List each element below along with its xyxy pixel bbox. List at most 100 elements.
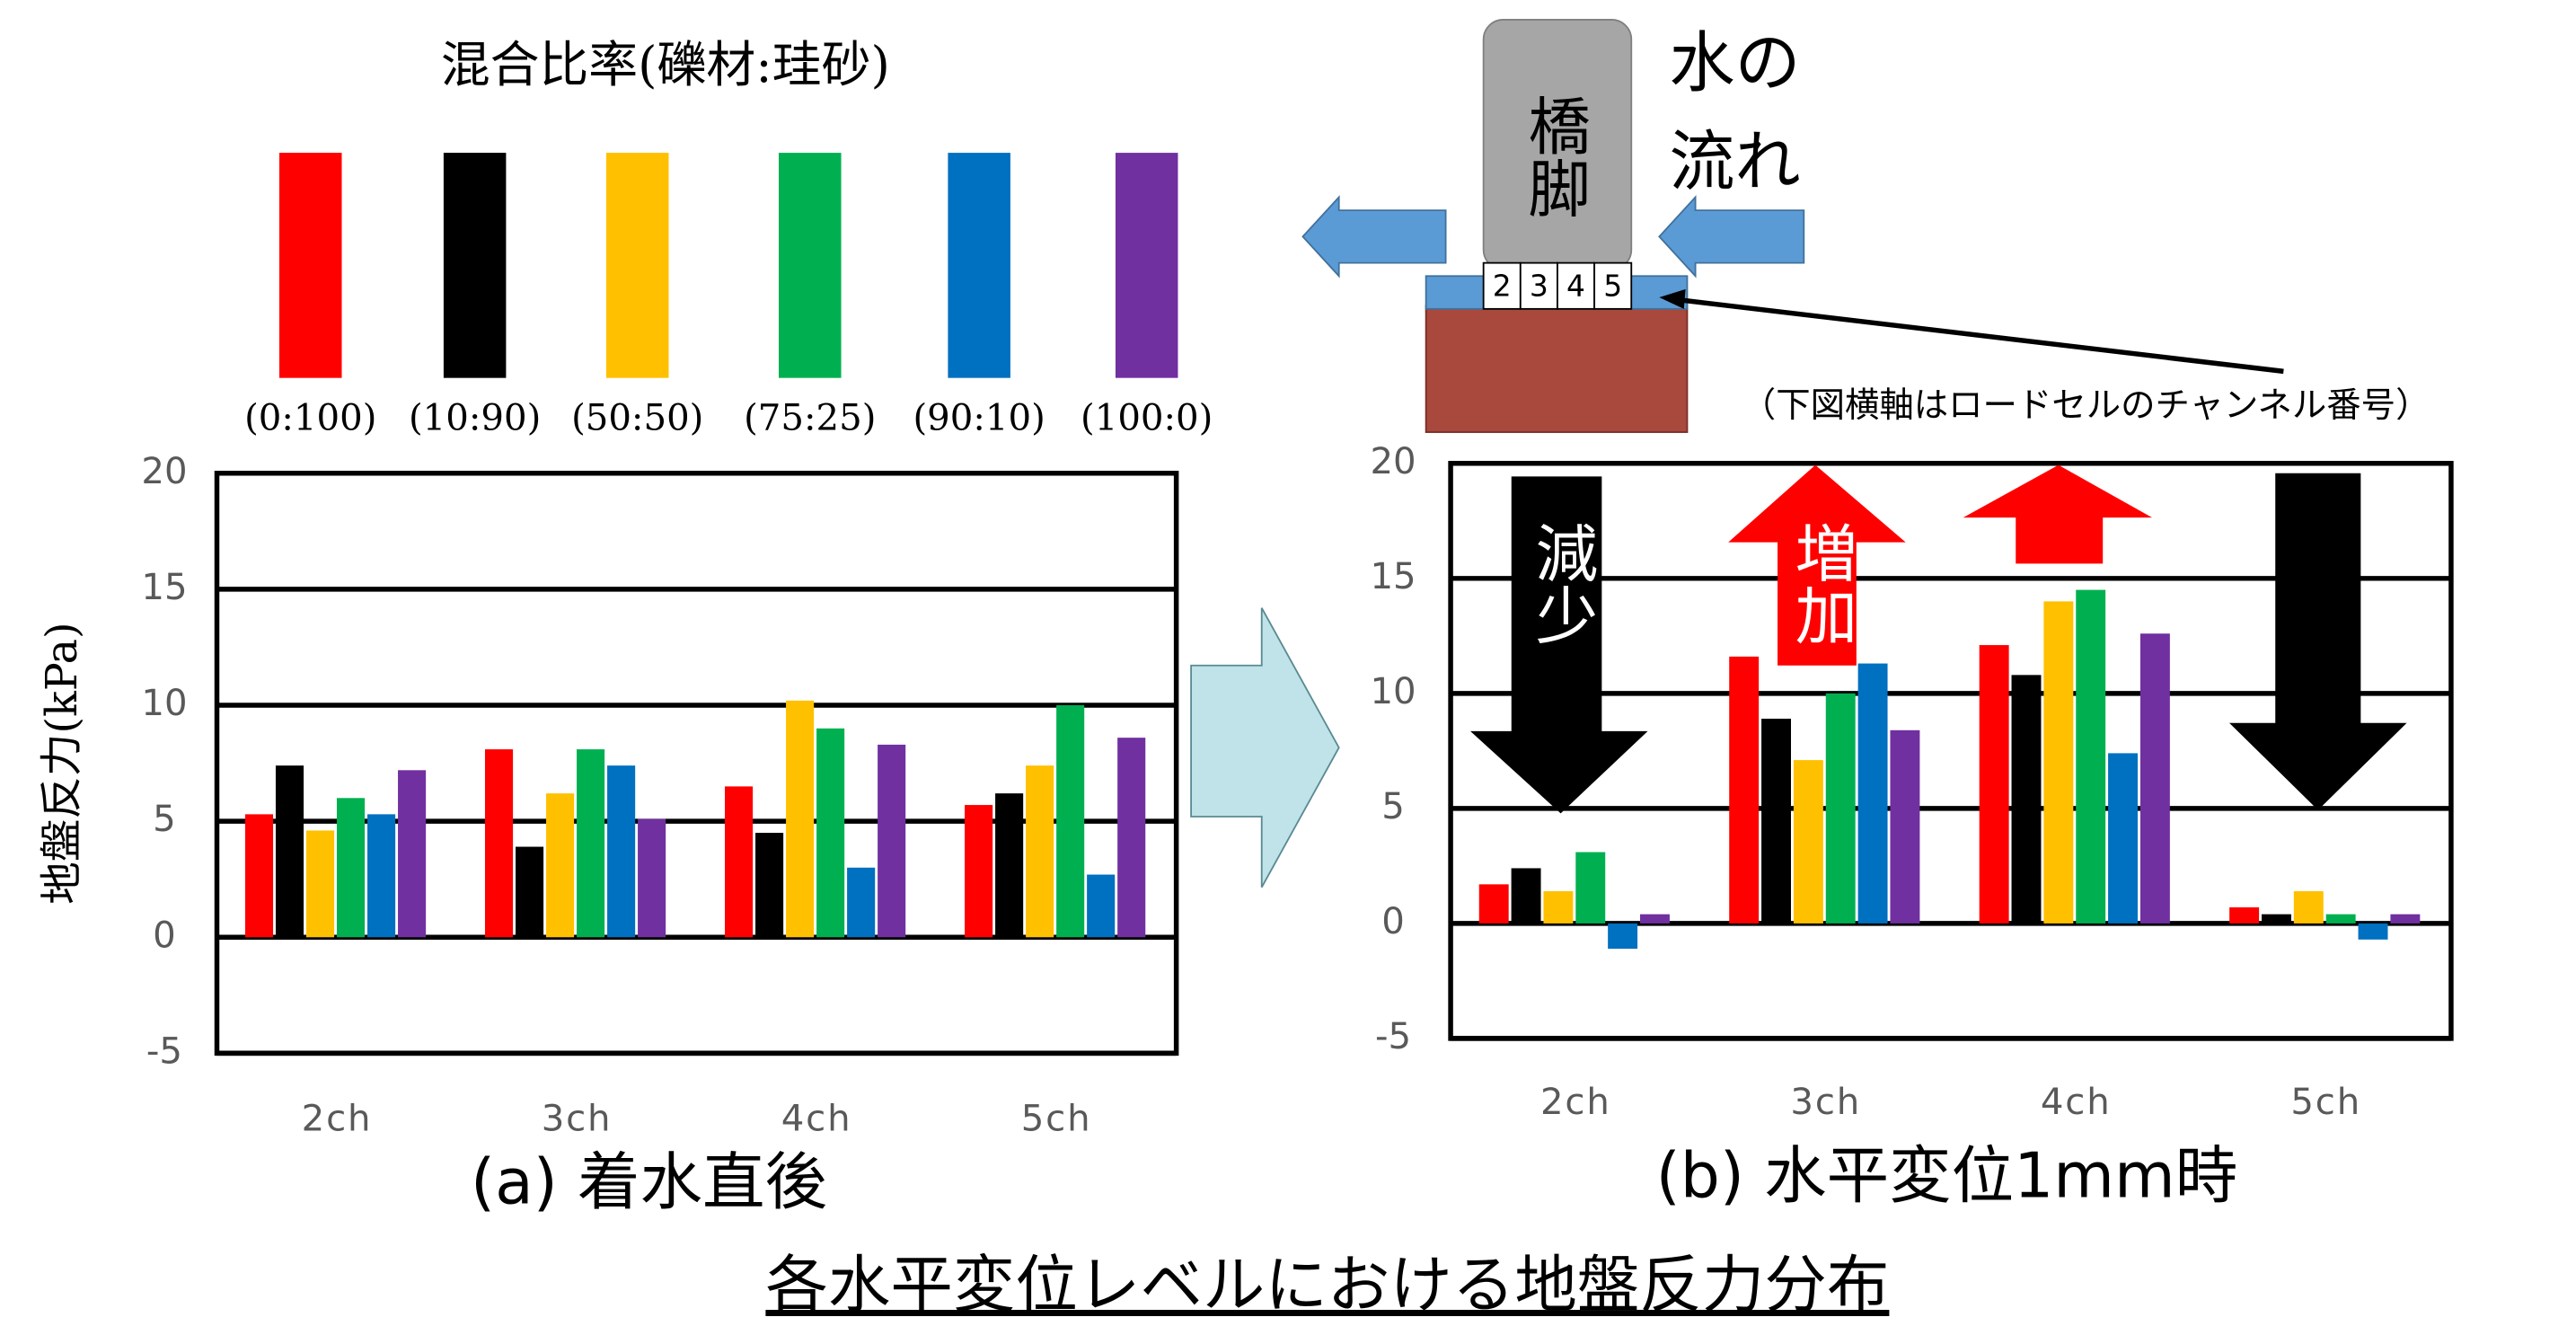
bar: [484, 749, 514, 938]
bar: [516, 846, 544, 938]
x-tick-label: 3ch: [542, 1098, 613, 1139]
legend-swatch: [605, 153, 669, 378]
chart-title: (b) 水平変位1mm時: [1656, 1139, 2238, 1212]
y-tick-label: -5: [146, 1030, 182, 1072]
y-axis-label: 地盤反力(kPa): [38, 622, 87, 904]
y-tick-label: 10: [1370, 671, 1416, 712]
bar: [2358, 923, 2388, 940]
bar: [1825, 693, 1856, 924]
bar: [878, 744, 906, 938]
y-tick-label: 10: [141, 683, 187, 724]
bar: [2043, 601, 2074, 924]
x-tick-label: 3ch: [1790, 1082, 1861, 1123]
bar: [995, 793, 1024, 938]
bar: [1761, 719, 1791, 924]
x-tick-label: 4ch: [781, 1098, 852, 1139]
bar: [305, 830, 335, 938]
bar: [1056, 705, 1085, 938]
bar: [2011, 675, 2042, 924]
channel-label: 4: [1566, 269, 1585, 304]
legend-title: 混合比率(礫材:珪砂): [441, 36, 890, 93]
legend-swatch: [948, 153, 1010, 378]
ground: [1425, 305, 1689, 433]
y-tick-label: 15: [1370, 556, 1416, 597]
y-tick-label: -5: [1375, 1016, 1411, 1057]
bar: [1979, 645, 2009, 924]
pointer-head: [1659, 288, 1686, 309]
bar: [1543, 891, 1574, 924]
legend-swatch: [1115, 153, 1178, 378]
chart-title: (a) 着水直後: [471, 1146, 827, 1219]
bar: [2262, 914, 2291, 924]
bar: [2139, 633, 2170, 924]
bar: [1026, 765, 1054, 938]
bar: [847, 867, 876, 938]
x-tick-label: 2ch: [1540, 1082, 1611, 1123]
bar: [1087, 874, 1116, 938]
bar: [1639, 914, 1670, 924]
legend-swatch: [779, 153, 842, 378]
flow-arrow: [1301, 195, 1447, 278]
caption: 各水平変位レベルにおける地盤反力分布: [765, 1249, 1889, 1322]
bar: [275, 765, 304, 938]
channel-box: [1593, 261, 1633, 310]
bar: [2108, 753, 2139, 924]
x-tick-label: 4ch: [2041, 1082, 2112, 1123]
bar: [244, 814, 274, 938]
y-tick-label: 15: [141, 567, 187, 608]
annotation: 増加: [1785, 521, 1857, 646]
bar: [965, 805, 993, 938]
decrease-arrow: [1470, 476, 1648, 814]
y-tick-label: 0: [153, 915, 176, 956]
channel-label: 3: [1530, 269, 1548, 304]
bar: [1511, 868, 1541, 924]
legend-label: (10:90): [409, 398, 541, 439]
bar: [607, 765, 636, 938]
bar: [1608, 923, 1638, 950]
legend-swatch: [278, 153, 342, 378]
bar: [1478, 884, 1509, 924]
channel-box: [1557, 261, 1596, 310]
y-tick-label: 20: [141, 451, 187, 492]
flow-label: 水の: [1669, 25, 1800, 102]
x-tick-label: 5ch: [1021, 1098, 1092, 1139]
channel-label: 5: [1603, 269, 1622, 304]
flow-label: 流れ: [1669, 124, 1800, 200]
bar: [638, 818, 666, 938]
plot-border: [214, 471, 1179, 1056]
channel-label: 2: [1493, 269, 1512, 304]
bar: [725, 786, 754, 938]
pointer-line: [1672, 296, 2284, 375]
bar: [1857, 663, 1888, 924]
channel-box: [1519, 261, 1558, 310]
bar: [2390, 914, 2421, 924]
bar: [786, 700, 815, 938]
channel-box: [1482, 261, 1522, 310]
bar: [577, 749, 605, 938]
y-tick-label: 20: [1370, 441, 1416, 482]
bar: [755, 833, 784, 938]
x-tick-label: 5ch: [2290, 1082, 2361, 1123]
bar: [2293, 891, 2324, 924]
plot-border: [1448, 461, 2454, 1041]
bar: [1729, 656, 1760, 924]
legend-swatch: [443, 153, 507, 378]
y-tick-label: 5: [1381, 786, 1405, 827]
legend-label: (90:10): [913, 398, 1045, 439]
y-tick-label: 5: [153, 799, 176, 840]
decrease-arrow: [2229, 473, 2407, 810]
pier-label: 橋脚: [1518, 93, 1591, 218]
transition-arrow: [1190, 607, 1340, 888]
bar: [816, 728, 845, 938]
bar: [1890, 729, 1920, 924]
bar: [337, 798, 366, 938]
bar: [546, 793, 575, 938]
x-tick-label: 2ch: [302, 1098, 373, 1139]
note: （下図横軸はロードセルのチャンネル番号）: [1742, 385, 2430, 426]
legend-label: (100:0): [1081, 398, 1213, 439]
flow-arrow: [1658, 195, 1805, 278]
y-tick-label: 0: [1381, 901, 1405, 942]
legend-label: (0:100): [244, 398, 376, 439]
increase-arrow: [1963, 464, 2153, 564]
